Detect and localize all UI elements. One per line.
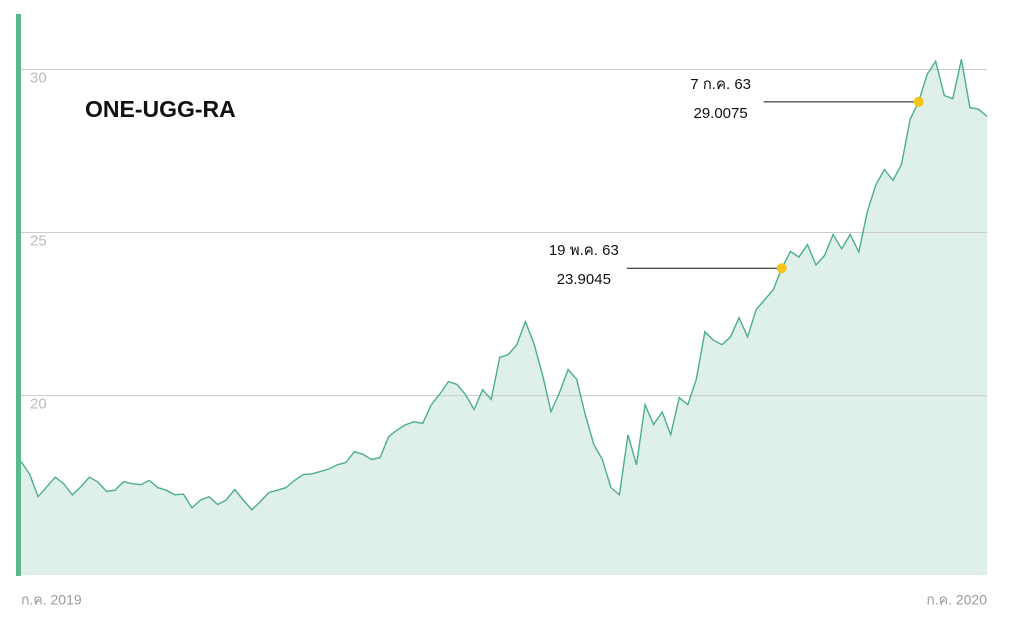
y-tick-label: 25 xyxy=(30,232,47,249)
annotation-value: 29.0075 xyxy=(693,105,747,122)
annotation-value: 23.9045 xyxy=(557,271,611,288)
area-fill xyxy=(21,59,987,576)
chart-title: ONE-UGG-RA xyxy=(85,96,236,122)
y-tick-label: 30 xyxy=(30,69,47,86)
annotation-label: 19 พ.ค. 63 xyxy=(549,242,619,259)
y-tick-label: 20 xyxy=(30,396,47,413)
annotation-marker xyxy=(913,96,924,107)
line xyxy=(20,59,988,511)
x-tick-label: ก.ค. 2019 xyxy=(21,592,82,608)
annotation-marker xyxy=(776,263,787,274)
annotation-label: 7 ก.ค. 63 xyxy=(690,76,751,93)
left-accent-bar xyxy=(16,14,21,576)
x-tick-label: ก.ค. 2020 xyxy=(926,592,987,608)
